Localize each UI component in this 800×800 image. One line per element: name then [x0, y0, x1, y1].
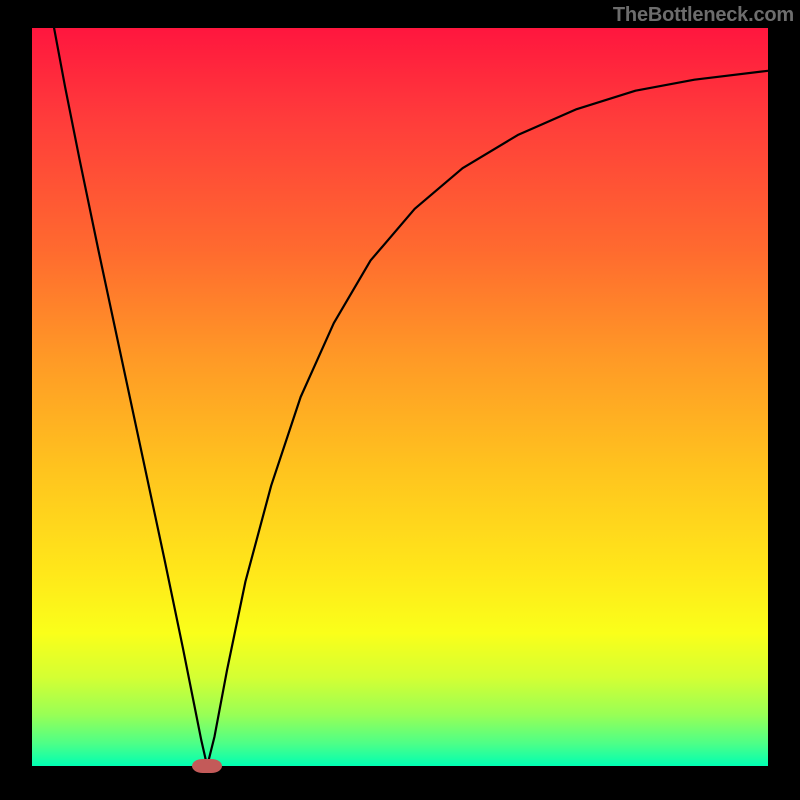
optimal-point-marker	[192, 759, 222, 773]
chart-frame: TheBottleneck.com	[0, 0, 800, 800]
watermark-text: TheBottleneck.com	[613, 4, 794, 27]
bottleneck-curve	[54, 28, 768, 766]
plot-area	[32, 28, 768, 766]
curve-svg	[32, 28, 768, 766]
